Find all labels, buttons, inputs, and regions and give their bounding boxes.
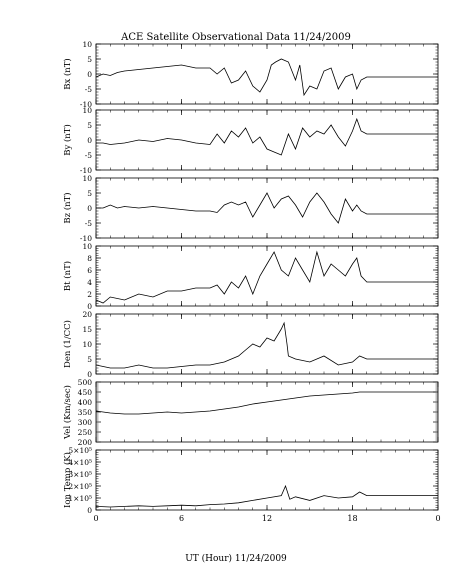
y-tick-label: 0 <box>87 302 92 311</box>
y-tick-label: 250 <box>78 428 93 437</box>
series-line <box>95 58 438 97</box>
series-line <box>95 321 438 369</box>
y-tick-label: 500 <box>78 378 93 387</box>
y-tick-label: 0 <box>87 136 92 145</box>
y-axis-label: Bx (nT) <box>62 58 73 90</box>
series-line <box>96 117 438 156</box>
y-tick-label: 0 <box>87 204 92 213</box>
y-tick-label: -10 <box>80 100 92 109</box>
y-tick-label: 200 <box>78 438 93 447</box>
y-tick-label: 5×10⁵ <box>68 446 92 455</box>
y-tick-label: 10 <box>82 340 92 349</box>
y-tick-label: 15 <box>82 325 92 334</box>
y-tick-label: 1×10⁵ <box>68 494 92 503</box>
panel-frame <box>95 381 439 443</box>
y-tick-label: 450 <box>78 388 93 397</box>
y-tick-label: 5 <box>87 55 92 64</box>
y-tick-label: 20 <box>82 310 92 319</box>
x-tick-label: 0 <box>435 514 440 523</box>
y-tick-label: -10 <box>80 234 92 243</box>
y-tick-label: 5 <box>87 355 92 364</box>
x-tick-label: 12 <box>262 514 272 523</box>
y-tick-label: 0 <box>87 506 92 515</box>
y-tick-label: 3×10⁵ <box>68 470 92 479</box>
panel-5: 20 15 10 5 0 Den (1/CC) <box>62 310 439 379</box>
y-tick-label: 350 <box>78 408 93 417</box>
y-tick-label: 10 <box>82 242 92 251</box>
x-tick-label: 6 <box>179 514 184 523</box>
y-axis-label: Bz (nT) <box>62 192 73 223</box>
y-tick-label: 400 <box>78 398 93 407</box>
x-axis-label: UT (Hour) 11/24/2009 <box>185 553 287 564</box>
y-tick-label: 4 <box>87 278 92 287</box>
panel-frame <box>95 449 439 511</box>
panel-2: 10 5 0 -5 -10 By (nT) <box>62 106 439 175</box>
y-tick-label: 0 <box>87 70 92 79</box>
x-tick-label: 0 <box>93 514 98 523</box>
panel-1: 10 5 0 -5 -10 Bx (nT) <box>62 40 439 109</box>
y-tick-label: -5 <box>85 219 93 228</box>
y-axis-label: By (nT) <box>62 124 73 156</box>
panel-3: 10 5 0 -5 -10 Bz (nT) <box>62 174 439 243</box>
y-axis-label: Ion Temp (K) <box>62 452 73 508</box>
series-line <box>95 391 438 415</box>
y-axis-label: Bt (nT) <box>62 261 73 291</box>
series-line <box>95 484 438 508</box>
y-tick-label: 4×10⁵ <box>68 458 92 467</box>
series-line <box>95 250 438 304</box>
figure-title: ACE Satellite Observational Data 11/24/2… <box>120 32 351 43</box>
panel-frame <box>95 313 439 375</box>
y-tick-label: 6 <box>87 266 92 275</box>
y-tick-label: 0 <box>87 370 92 379</box>
panel-4: 10 8 6 4 2 0 Bt (nT) <box>62 242 439 311</box>
panel-frame <box>95 177 439 239</box>
panel-frame <box>95 43 439 105</box>
y-tick-label: -10 <box>80 166 92 175</box>
y-tick-label: 10 <box>82 106 92 115</box>
y-tick-label: 5 <box>87 189 92 198</box>
y-axis-label: Den (1/CC) <box>62 320 73 368</box>
panel-frame <box>95 245 439 307</box>
y-tick-label: -5 <box>85 85 93 94</box>
y-tick-label: 8 <box>87 254 92 263</box>
panel-7: 5×10⁵ 4×10⁵ 3×10⁵ 2×10⁵ 1×10⁵ 0 Ion Temp (K) <box>62 446 439 515</box>
y-tick-label: 300 <box>78 418 93 427</box>
y-tick-label: -5 <box>85 151 93 160</box>
y-tick-label: 2 <box>87 290 92 299</box>
panels: 10 5 0 -5 -10 Bx (nT) 10 5 0 -5 -10 By (nT) 10 5 0 -5 -1… <box>62 40 441 523</box>
y-tick-label: 5 <box>87 121 92 130</box>
y-tick-label: 10 <box>82 40 92 49</box>
y-tick-label: 2×10⁵ <box>68 482 92 491</box>
x-tick-label: 18 <box>347 514 357 523</box>
y-tick-label: 10 <box>82 174 92 183</box>
panel-frame <box>95 109 439 171</box>
series-line <box>96 192 438 224</box>
y-axis-label: Vel (Km/sec) <box>62 385 73 440</box>
